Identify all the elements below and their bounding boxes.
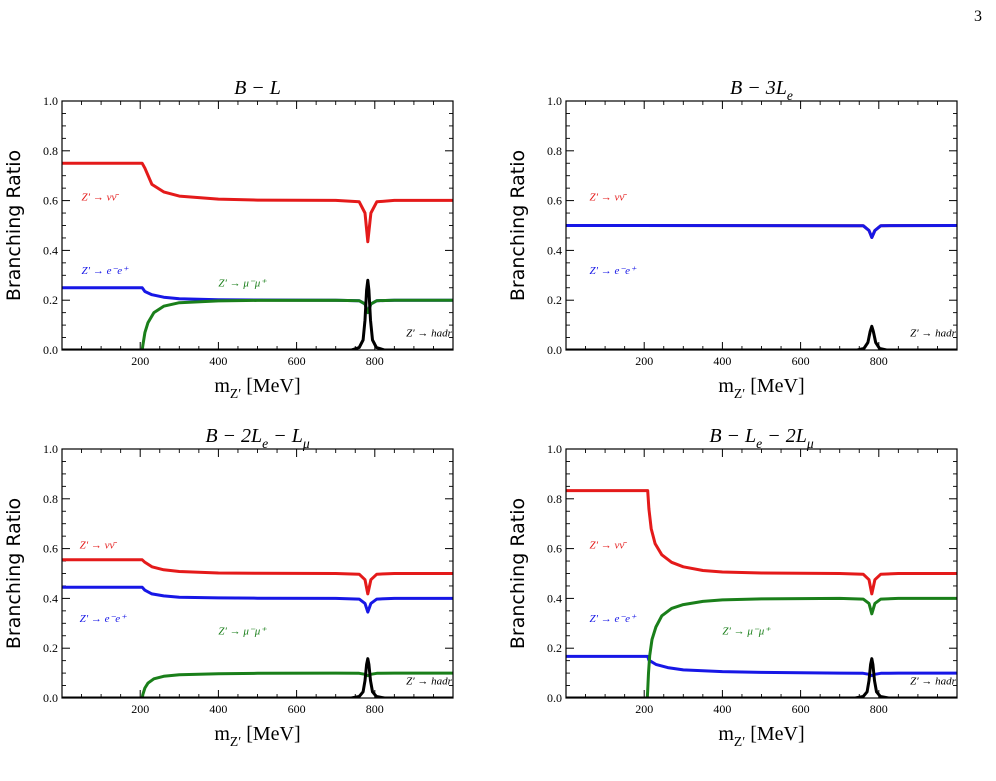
y-tick-label: 0.0 bbox=[43, 343, 58, 357]
axes-frame bbox=[61, 448, 454, 699]
x-tick-label: 400 bbox=[713, 702, 731, 716]
x-tick-label: 200 bbox=[635, 702, 653, 716]
y-tick-label: 0.0 bbox=[43, 691, 58, 705]
y-axis-label: Branching Ratio bbox=[507, 498, 529, 649]
series-line-4 bbox=[566, 657, 957, 698]
series-annotation: Z′ → μ⁻μ⁺ bbox=[722, 626, 771, 638]
series-group bbox=[62, 161, 453, 350]
y-tick-label: 0.2 bbox=[547, 641, 562, 655]
x-tick-label: 200 bbox=[635, 354, 653, 368]
x-tick-label: 600 bbox=[288, 702, 306, 716]
chart-panel-3: 200 400 600 800 0.0 0.2 0.4 0.6 0.8 1.0 Z′ → νν̄ Z′… bbox=[3, 425, 454, 749]
y-tick-label: 1.0 bbox=[547, 94, 562, 108]
y-tick-label: 0.0 bbox=[547, 691, 562, 705]
y-tick-label: 0.4 bbox=[43, 591, 58, 605]
y-tick-label: 0.8 bbox=[547, 144, 562, 158]
series-annotation: Z′ → hadr bbox=[406, 327, 453, 339]
series-annotation: Z′ → e⁻e⁺ bbox=[82, 265, 130, 277]
y-axis-label: Branching Ratio bbox=[3, 150, 25, 301]
series-line-1 bbox=[566, 489, 957, 596]
series-line-1 bbox=[62, 558, 453, 596]
series-line-4 bbox=[62, 657, 453, 698]
x-tick-label: 800 bbox=[366, 354, 384, 368]
y-tick-label: 0.4 bbox=[547, 243, 562, 257]
y-tick-label: 0.0 bbox=[547, 343, 562, 357]
series-line-1 bbox=[62, 161, 453, 244]
x-tick-label: 600 bbox=[792, 702, 810, 716]
x-tick-label: 800 bbox=[366, 702, 384, 716]
x-tick-label: 400 bbox=[713, 354, 731, 368]
y-axis-label: Branching Ratio bbox=[507, 150, 529, 301]
page-number: 3 bbox=[974, 8, 982, 25]
series-annotation: Z′ → νν̄ bbox=[589, 540, 627, 552]
y-tick-label: 0.2 bbox=[547, 293, 562, 307]
series-group bbox=[566, 224, 957, 350]
y-tick-label: 0.6 bbox=[43, 194, 58, 208]
series-annotation: Z′ → μ⁻μ⁺ bbox=[218, 278, 267, 290]
series-annotation: Z′ → hadr bbox=[910, 327, 957, 339]
y-tick-label: 1.0 bbox=[43, 94, 58, 108]
x-tick-label: 600 bbox=[288, 354, 306, 368]
series-annotation: Z′ → νν̄ bbox=[82, 192, 120, 204]
axes-frame bbox=[61, 100, 454, 351]
axes-frame bbox=[565, 448, 958, 699]
x-axis-label: mZ′ [MeV] bbox=[214, 375, 300, 401]
series-line-2 bbox=[566, 654, 957, 678]
x-tick-label: 400 bbox=[209, 354, 227, 368]
series-annotation: Z′ → e⁻e⁺ bbox=[80, 613, 128, 625]
y-tick-label: 0.2 bbox=[43, 293, 58, 307]
chart-title: B − 3Le bbox=[730, 77, 793, 103]
y-tick-label: 1.0 bbox=[547, 442, 562, 456]
y-tick-label: 0.6 bbox=[547, 194, 562, 208]
series-annotation: Z′ → hadr bbox=[406, 675, 453, 687]
x-tick-label: 800 bbox=[870, 354, 888, 368]
series-group bbox=[62, 558, 453, 698]
series-line-4 bbox=[62, 278, 453, 350]
y-tick-label: 1.0 bbox=[43, 442, 58, 456]
series-line-2 bbox=[566, 224, 957, 239]
series-line-3 bbox=[566, 596, 957, 698]
series-line-2 bbox=[62, 585, 453, 614]
chart-title: B − 2Le − Lμ bbox=[205, 425, 310, 451]
series-line-3 bbox=[566, 324, 957, 350]
x-axis-label: mZ′ [MeV] bbox=[718, 375, 804, 401]
y-tick-label: 0.2 bbox=[43, 641, 58, 655]
y-tick-label: 0.8 bbox=[547, 492, 562, 506]
series-line-3 bbox=[62, 671, 453, 698]
series-annotation: Z′ → νν̄ bbox=[80, 540, 118, 552]
chart-title: B − Le − 2Lμ bbox=[709, 425, 814, 451]
y-tick-label: 0.4 bbox=[43, 243, 58, 257]
chart-panel-2: 200 400 600 800 0.0 0.2 0.4 0.6 0.8 1.0 Z′ → νν̄ Z′… bbox=[507, 77, 958, 401]
axes-frame bbox=[565, 100, 958, 351]
series-group bbox=[566, 489, 957, 698]
series-annotation: Z′ → μ⁻μ⁺ bbox=[218, 626, 267, 638]
chart-title: B − L bbox=[234, 77, 281, 99]
y-tick-label: 0.8 bbox=[43, 492, 58, 506]
series-line-3 bbox=[62, 298, 453, 350]
x-tick-label: 200 bbox=[131, 702, 149, 716]
y-tick-label: 0.6 bbox=[547, 542, 562, 556]
x-axis-label: mZ′ [MeV] bbox=[718, 723, 804, 749]
series-line-1 bbox=[566, 224, 957, 239]
x-tick-label: 400 bbox=[209, 702, 227, 716]
y-tick-label: 0.8 bbox=[43, 144, 58, 158]
y-tick-label: 0.4 bbox=[547, 591, 562, 605]
series-annotation: Z′ → hadr bbox=[910, 675, 957, 687]
x-axis-label: mZ′ [MeV] bbox=[214, 723, 300, 749]
y-axis-label: Branching Ratio bbox=[3, 498, 25, 649]
series-annotation: Z′ → e⁻e⁺ bbox=[589, 613, 637, 625]
y-tick-label: 0.6 bbox=[43, 542, 58, 556]
series-annotation: Z′ → e⁻e⁺ bbox=[589, 265, 637, 277]
chart-panel-4: 200 400 600 800 0.0 0.2 0.4 0.6 0.8 1.0 Z′ → νν̄ Z′… bbox=[507, 425, 958, 749]
x-tick-label: 600 bbox=[792, 354, 810, 368]
x-tick-label: 200 bbox=[131, 354, 149, 368]
series-annotation: Z′ → νν̄ bbox=[589, 192, 627, 204]
x-tick-label: 800 bbox=[870, 702, 888, 716]
chart-panel-1: 200 400 600 800 0.0 0.2 0.4 0.6 0.8 1.0 Z′ → νν̄ Z′… bbox=[3, 77, 454, 401]
